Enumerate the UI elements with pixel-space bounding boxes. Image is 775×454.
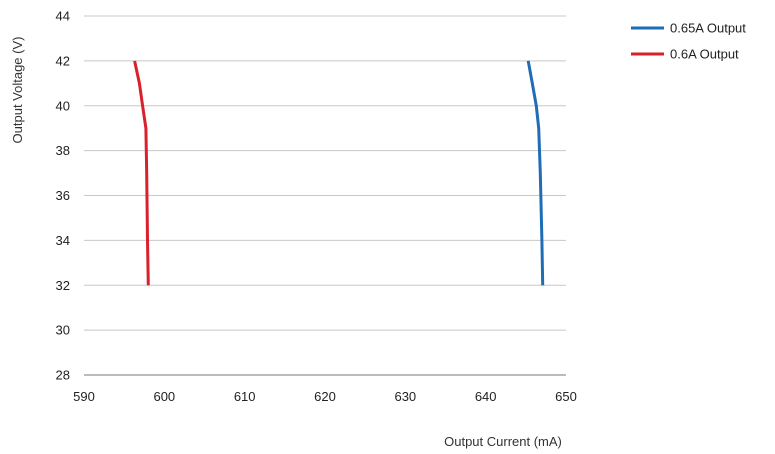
y-tick-label: 42 [56,53,70,68]
x-tick-label: 590 [73,389,95,404]
x-tick-label: 640 [475,389,497,404]
y-tick-label: 40 [56,98,70,113]
x-axis-label: Output Current (mA) [444,434,562,449]
y-tick-label: 28 [56,368,70,383]
x-tick-label: 600 [153,389,175,404]
gridlines [84,15,566,331]
y-tick-label: 38 [56,143,70,158]
y-tick-label: 34 [56,233,70,248]
x-tick-label: 650 [555,389,577,404]
series-lines [133,60,545,286]
x-tick-label: 630 [394,389,416,404]
y-axis-label: Output Voltage (V) [10,37,25,144]
series-line-1 [133,60,150,286]
x-tick-label: 620 [314,389,336,404]
y-tick-label: 30 [56,323,70,338]
y-tick-label: 36 [56,188,70,203]
y-tick-label: 32 [56,278,70,293]
y-tick-labels: 28 30 32 34 36 38 40 42 44 [56,9,70,383]
x-tick-label: 610 [234,389,256,404]
y-tick-label: 44 [56,9,70,24]
legend: 0.65A Output 0.6A Output [631,21,746,62]
legend-label-0: 0.65A Output [670,21,746,36]
legend-label-1: 0.6A Output [670,47,739,62]
x-tick-labels: 590 600 610 620 630 640 650 [73,389,577,404]
series-line-0 [526,60,545,286]
